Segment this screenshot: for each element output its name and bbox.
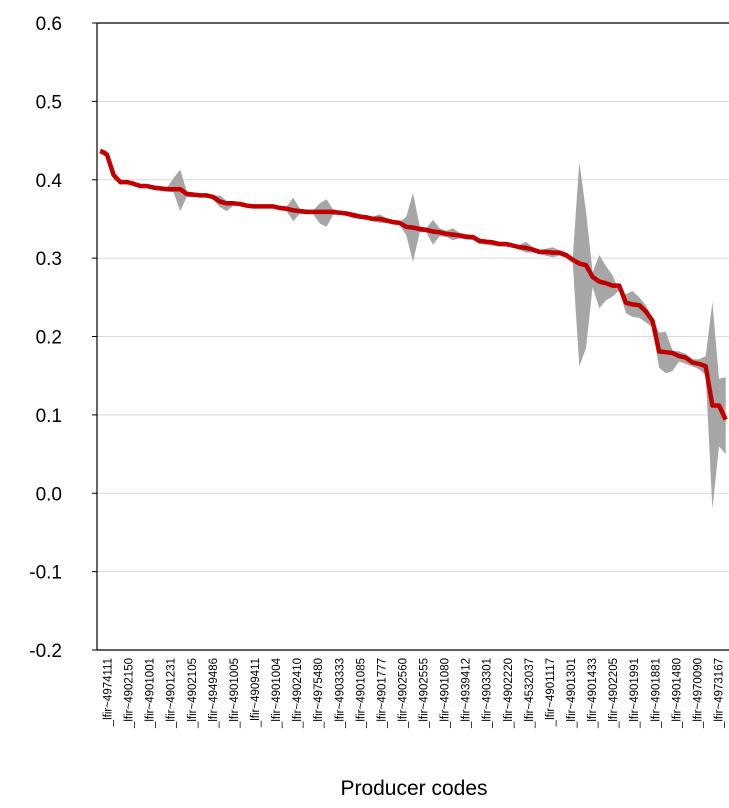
y-tick-label: 0.4 <box>36 171 63 192</box>
y-tick-label: 0.2 <box>36 328 62 349</box>
x-tick-label: _lfir~4901777 <box>376 658 388 729</box>
x-tick-label: _lfir~4902105 <box>187 658 199 729</box>
x-tick-label: _lfir~4901004 <box>271 657 283 729</box>
x-tick-label: _lfir~4903301 <box>482 658 494 729</box>
x-axis-label: Producer codes <box>340 777 487 800</box>
x-tick-label: _lfir~4901301 <box>566 658 578 729</box>
y-tick-label: 0.6 <box>36 14 62 35</box>
x-tick-label: _lfir~4902205 <box>608 658 620 729</box>
x-tick-label: _lfir~4975480 <box>313 658 325 729</box>
x-tick-labels: _lfir~4974111 _lfir~4902150 _lfir~4901001 _… <box>103 657 726 729</box>
x-tick-label: _lfir~4901085 <box>355 658 367 729</box>
y-tick-label: -0.1 <box>29 563 62 584</box>
x-tick-label: _lfir~4939412 <box>461 658 473 729</box>
x-tick-label: _lfir~4974111 <box>103 658 115 727</box>
x-tick-label: _lfir~4902560 <box>398 658 410 729</box>
x-tick-label: _lfir~4901881 <box>650 658 662 729</box>
gridlines <box>97 100 729 573</box>
range-band <box>100 148 726 509</box>
y-tick-label: 0.5 <box>36 92 62 113</box>
x-tick-label: _lfir~4901005 <box>229 658 241 729</box>
x-tick-label: _lfir~4901117 <box>545 658 557 727</box>
x-tick-label: _lfir~4901433 <box>587 658 599 729</box>
axes <box>92 22 729 651</box>
x-tick-label: _lfir~4909411 <box>250 658 262 728</box>
y-tick-label: 0.1 <box>36 406 62 427</box>
x-tick-label: _lfir~4901231 <box>166 658 178 729</box>
x-tick-label: _lfir~4901080 <box>440 658 452 729</box>
y-tick-label: 0.3 <box>36 249 62 270</box>
x-tick-label: _lfir~4901991 <box>629 658 641 729</box>
x-tick-label: _lfir~4970090 <box>692 658 704 729</box>
x-tick-label: _lfir~4902220 <box>503 658 515 729</box>
x-tick-label: _lfir~4902150 <box>124 658 136 729</box>
x-tick-label: _lfir~4973167 <box>714 658 726 729</box>
y-tick-label: 0.0 <box>36 484 62 505</box>
x-tick-label: _lfir~4532037 <box>524 658 536 729</box>
x-tick-label: _lfir~4901480 <box>671 658 683 729</box>
series-line <box>99 148 728 421</box>
x-tick-label: _lfir~4903333 <box>334 658 346 729</box>
x-tick-label: _lfir~4901001 <box>145 658 157 729</box>
x-tick-label: _lfir~4902410 <box>292 658 304 729</box>
y-tick-label: -0.2 <box>29 641 62 662</box>
x-tick-label: _lfir~4949486 <box>208 658 220 729</box>
x-tick-label: _lfir~4902555 <box>419 658 431 729</box>
y-tick-labels: 0.6 0.5 0.4 0.3 0.2 0.1 0.0 -0.1 -0.2 <box>29 14 62 662</box>
